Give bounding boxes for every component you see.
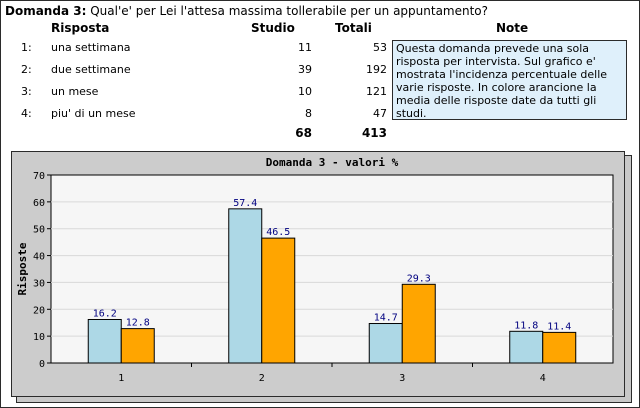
row-totali: 121 [366, 85, 387, 98]
data-label: 12.8 [126, 318, 150, 329]
data-label: 14.7 [374, 313, 398, 324]
bar-series2-2 [261, 237, 296, 364]
bar-chart: Domanda 3 - valori % 0 10 20 30 40 50 60 70 Rispo… [16, 156, 614, 384]
note-box: Questa domanda prevede una sola risposta… [392, 40, 627, 120]
row-studio: 39 [298, 63, 312, 76]
y-tick-label: 20 [33, 305, 45, 316]
bar-series2-1 [120, 328, 155, 364]
header-risposta: Risposta [51, 21, 110, 35]
x-tick-label: 4 [540, 373, 546, 384]
row-risposta: due settimane [51, 63, 131, 76]
bar-series2-3 [401, 283, 436, 364]
y-axis-label: Risposte [16, 242, 29, 295]
x-tick-label: 1 [118, 373, 124, 384]
bar-series1-4 [509, 330, 544, 364]
row-risposta: piu' di un mese [51, 107, 136, 120]
header-totali: Totali [335, 21, 372, 35]
total-studio: 68 [295, 126, 312, 140]
data-label: 29.3 [407, 273, 431, 284]
total-totali: 413 [361, 126, 387, 140]
y-tick-label: 60 [33, 198, 45, 209]
row-totali: 192 [366, 63, 387, 76]
question-label: Domanda 3: [5, 4, 87, 18]
header-studio: Studio [251, 21, 295, 35]
bar-series1-1 [87, 318, 122, 364]
row-studio: 8 [305, 107, 312, 120]
row-index: 2: [21, 63, 32, 76]
header-note: Note [496, 21, 529, 35]
y-tick-label: 50 [33, 225, 45, 236]
question-text: Qual'e' per Lei l'attesa massima tollera… [90, 4, 489, 18]
bar-series2-4 [542, 331, 577, 364]
chart-panel: Domanda 3 - valori % 0 10 20 30 40 50 60 70 Rispo… [11, 151, 625, 397]
x-tick-label: 2 [259, 373, 265, 384]
data-label: 11.8 [514, 320, 538, 331]
y-tick-label: 10 [33, 332, 45, 343]
data-label: 11.4 [547, 321, 571, 332]
bar-series1-2 [228, 208, 263, 364]
data-label: 16.2 [93, 308, 117, 319]
row-index: 4: [21, 107, 32, 120]
row-totali: 53 [373, 41, 387, 54]
bar-series1-3 [368, 323, 403, 364]
row-studio: 10 [298, 85, 312, 98]
x-tick-label: 3 [399, 373, 405, 384]
question-title: Domanda 3: Qual'e' per Lei l'attesa mass… [5, 4, 488, 18]
data-label: 57.4 [233, 198, 257, 209]
y-tick-label: 40 [33, 252, 45, 263]
row-risposta: una settimana [51, 41, 131, 54]
row-studio: 11 [298, 41, 312, 54]
y-tick-label: 70 [33, 171, 45, 182]
data-label: 46.5 [266, 227, 290, 238]
y-tick-label: 0 [39, 359, 45, 370]
row-index: 3: [21, 85, 32, 98]
row-risposta: un mese [51, 85, 99, 98]
row-totali: 47 [373, 107, 387, 120]
y-tick-label: 30 [33, 278, 45, 289]
chart-title: Domanda 3 - valori % [266, 156, 399, 169]
row-index: 1: [21, 41, 32, 54]
